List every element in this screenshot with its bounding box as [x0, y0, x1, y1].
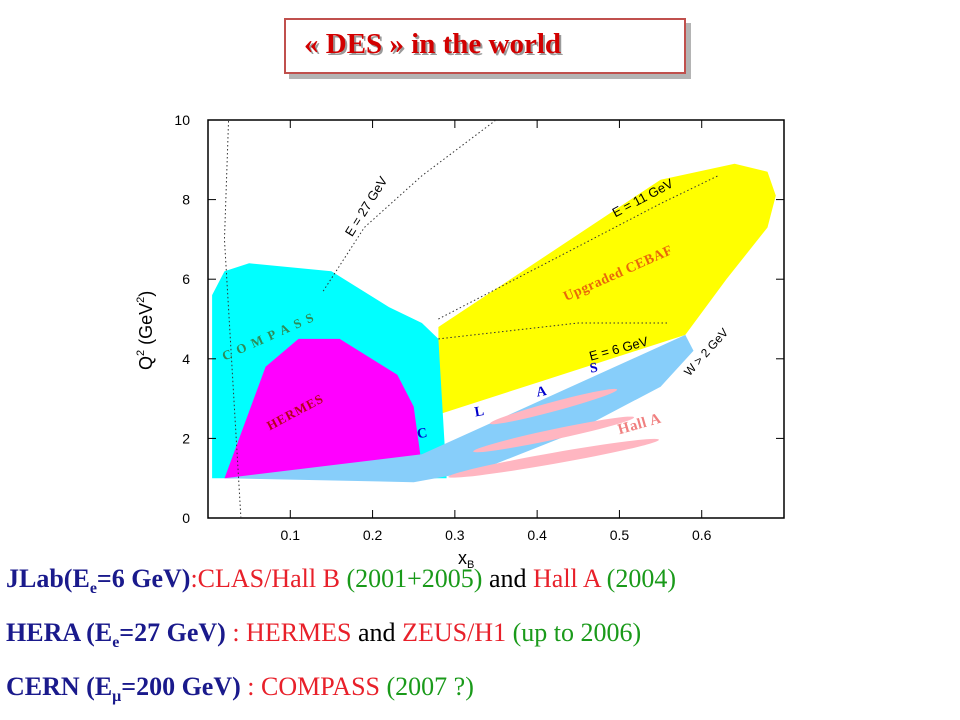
hall-a-ellipse-1 — [490, 388, 618, 425]
region-annotation: A — [535, 384, 548, 401]
x-tick-label: 0.2 — [363, 527, 383, 543]
y-tick-label: 2 — [182, 430, 190, 446]
cern-compass: COMPASS — [261, 672, 381, 701]
curve-label: E = 27 GeV — [342, 173, 391, 239]
jlab-colon: : — [190, 564, 198, 593]
cern-years: (2007 ?) — [380, 672, 474, 701]
hera-years: (up to 2006) — [506, 618, 642, 647]
slide-title: « DES » in the world — [304, 28, 562, 60]
hera-zeus: ZEUS/H1 — [402, 618, 507, 647]
y-axis-label-unit: (GeV — [136, 303, 156, 350]
curves-layer — [223, 119, 719, 519]
cern-facility: CERN (Eμ=200 GeV) — [6, 672, 241, 706]
x-tick-label: 0.6 — [692, 527, 712, 543]
y-tick-label: 0 — [182, 510, 190, 526]
jlab-years-2: (2004) — [600, 564, 676, 593]
hall-a-ellipse-3 — [448, 438, 659, 478]
region-clas — [224, 334, 694, 483]
y-tick-label: 6 — [182, 271, 190, 287]
region-annotation: Hall A — [616, 411, 663, 439]
hera-facility: HERA (Ee=27 GeV) — [6, 618, 226, 652]
x-tick-label: 0.4 — [527, 527, 547, 543]
y-tick-label: 10 — [174, 112, 190, 128]
region-upgraded-cebaf — [438, 163, 776, 415]
hera-and: and — [351, 618, 403, 647]
region-hermes — [224, 338, 422, 479]
x-tick-label: 0.3 — [445, 527, 465, 543]
x-tick-label: 0.1 — [281, 527, 301, 543]
jlab-clas: CLAS/Hall B — [197, 564, 340, 593]
y-tick-label: 8 — [182, 192, 190, 208]
jlab-halla: Hall A — [533, 564, 601, 593]
x-axis-label-sub: B — [467, 559, 474, 571]
region-annotation: C — [416, 426, 429, 443]
curve-e11 — [438, 175, 719, 320]
ticks-layer: 0.1 0.2 0.3 0.4 0.5 0.6 0 2 4 6 8 10 — [174, 112, 784, 543]
curve-e27-line — [322, 119, 497, 292]
y-axis-label-unit-sup: 2 — [135, 297, 147, 303]
line-jlab: JLab(Ee=6 GeV):CLAS/Hall B (2001+2005) a… — [6, 564, 676, 598]
cern-colon: : — [240, 672, 261, 701]
line-cern: CERN (Eμ=200 GeV) : COMPASS (2007 ?) — [6, 672, 474, 706]
y-axis-label-close: ) — [136, 291, 156, 297]
title-box: « DES » in the world — [284, 18, 686, 74]
y-tick-label: 4 — [182, 351, 190, 367]
x-tick-label: 0.5 — [610, 527, 630, 543]
regions-layer — [212, 163, 776, 483]
curve-e27 — [223, 119, 242, 519]
region-annotation: L — [474, 404, 486, 420]
jlab-and: and — [482, 564, 533, 593]
y-axis-label: Q2 (GeV2) — [135, 291, 156, 370]
hera-colon: : — [225, 618, 247, 647]
jlab-facility: JLab(Ee=6 GeV) — [6, 564, 191, 598]
jlab-years-1: (2001+2005) — [339, 564, 483, 593]
curve-e6 — [438, 322, 669, 340]
y-axis-label-sup: 2 — [135, 350, 147, 356]
region-annotation: S — [589, 361, 599, 377]
plot-frame — [207, 119, 785, 519]
line-hera: HERA (Ee=27 GeV) : HERMES and ZEUS/H1 (u… — [6, 618, 641, 652]
hall-a-ellipse-2 — [473, 416, 635, 453]
hera-hermes: HERMES — [246, 618, 352, 647]
